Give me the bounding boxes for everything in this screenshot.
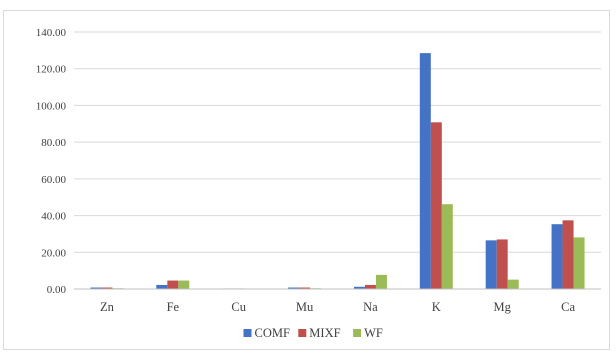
bar-mixf-mg [496,239,508,289]
y-tick-label: 120.00 [36,64,67,76]
x-category-label: Ca [561,300,575,314]
x-category-label: Mu [296,300,314,314]
y-tick-label: 100.00 [36,100,67,112]
chart-frame: 0.00 20.00 40.00 60.00 80.00 100.00 120.00 140.… [3,10,610,350]
legend-swatch [298,329,307,337]
bar-chart: 0.00 20.00 40.00 60.00 80.00 100.00 120.00 140.… [36,27,601,340]
y-tick-label: 140.00 [36,27,67,39]
bar-wf-mg [507,279,519,289]
x-category-label: K [432,300,441,314]
y-tick-label: 0.00 [47,284,67,296]
legend-item-mixf: MIXF [298,326,341,340]
bar-wf-fe [178,280,190,289]
bar-comf-fe [156,284,168,289]
bar-comf-k [419,53,431,289]
x-category-label: Mg [494,300,512,314]
gridlines [74,31,601,253]
bar-comf-ca [551,224,563,289]
y-tick-label: 40.00 [41,211,66,223]
x-category-label: Na [363,300,378,314]
legend-label: MIXF [309,326,340,340]
x-category-label: Fe [167,300,180,314]
legend-swatch [243,329,252,337]
bar-comf-zn [90,287,102,289]
bar-mixf-fe [167,280,179,289]
legend-label: COMF [255,326,290,340]
x-category-label: Zn [100,300,115,314]
bar-wf-ca [573,237,585,289]
x-category-label: Cu [231,300,246,314]
bar-mixf-k [430,122,442,290]
y-tick-label: 20.00 [41,247,66,259]
bar-wf-na [375,274,387,289]
x-axis-categories: Zn Fe Cu Mu Na K Mg Ca [100,300,575,314]
bar-mixf-ca [562,220,574,289]
y-tick-label: 80.00 [41,137,66,149]
y-axis-ticks: 0.00 20.00 40.00 60.00 80.00 100.00 120.00 140.… [36,27,67,296]
legend-item-comf: COMF [243,326,290,340]
bar-comf-na [353,286,365,289]
bar-comf-mu [288,287,300,289]
legend-label: WF [364,326,383,340]
bars [90,53,585,290]
y-tick-label: 60.00 [41,174,66,186]
bar-mixf-na [364,284,376,289]
bar-mixf-zn [101,287,113,289]
bar-wf-k [441,204,453,289]
legend-item-wf: WF [353,326,383,340]
legend: COMF MIXF WF [243,326,383,340]
legend-swatch [353,329,362,337]
bar-mixf-mu [299,287,311,289]
bar-comf-mg [485,240,497,289]
